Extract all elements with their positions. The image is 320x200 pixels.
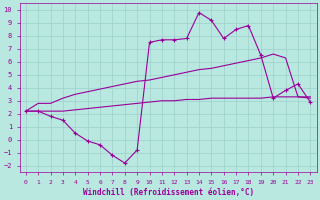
X-axis label: Windchill (Refroidissement éolien,°C): Windchill (Refroidissement éolien,°C) [83, 188, 254, 197]
